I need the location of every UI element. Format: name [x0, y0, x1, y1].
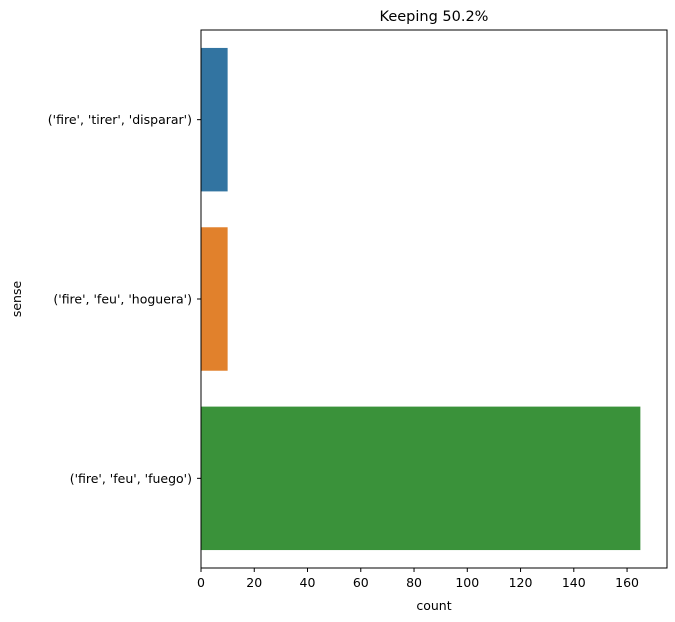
y-tick-label-2: ('fire', 'feu', 'fuego') — [70, 471, 192, 486]
y-tick-label-0: ('fire', 'tirer', 'disparar') — [48, 112, 192, 127]
x-tick-label-1: 20 — [246, 575, 262, 590]
x-tick-label-2: 40 — [300, 575, 316, 590]
y-ticks-group: ('fire', 'tirer', 'disparar') ('fire', 'f… — [48, 112, 201, 486]
bar-1 — [201, 227, 228, 371]
x-tick-label-5: 100 — [455, 575, 479, 590]
plot-frame — [200, 29, 668, 569]
x-tick-label-7: 140 — [562, 575, 586, 590]
y-axis-label: sense — [9, 281, 24, 318]
x-axis-label: count — [416, 598, 451, 613]
bar-2 — [201, 406, 641, 551]
x-tick-label-4: 80 — [406, 575, 422, 590]
x-tick-label-3: 60 — [353, 575, 369, 590]
bar-0 — [201, 47, 228, 192]
bars-group — [201, 47, 641, 551]
x-tick-label-0: 0 — [197, 575, 205, 590]
x-ticks-group: 0 20 40 60 80 100 120 140 160 — [197, 568, 639, 590]
y-tick-label-1: ('fire', 'feu', 'hoguera') — [53, 292, 192, 307]
x-tick-label-8: 160 — [615, 575, 639, 590]
chart-title: Keeping 50.2% — [380, 9, 489, 25]
x-tick-label-6: 120 — [509, 575, 533, 590]
